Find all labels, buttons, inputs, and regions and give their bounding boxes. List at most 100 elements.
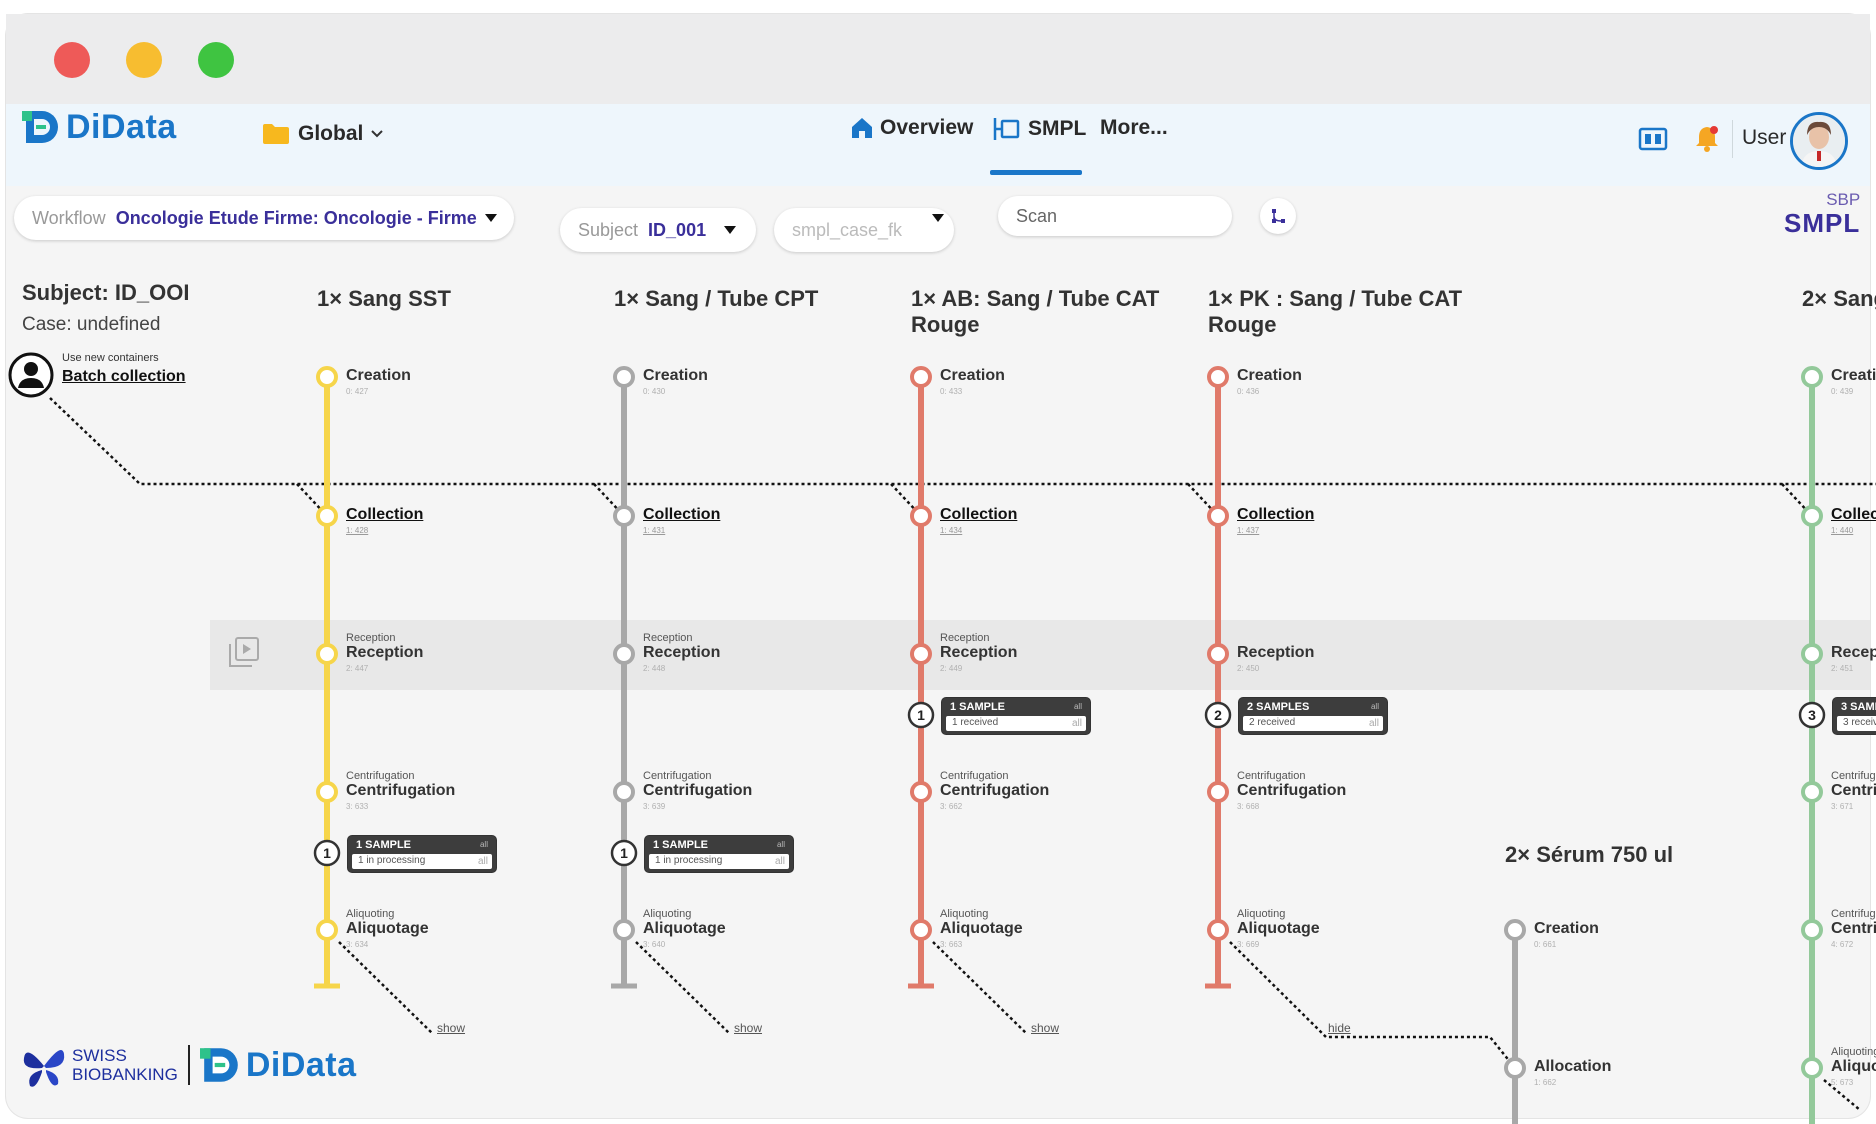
- stage-id: 0: 661: [1534, 940, 1557, 949]
- collection-link[interactable]: Collection: [1831, 506, 1876, 523]
- column-title: 1× PK : Sang / Tube CAT Rouge: [1208, 286, 1463, 337]
- stage-name: Centrifugation: [1831, 920, 1876, 937]
- user-avatar[interactable]: [1790, 112, 1848, 170]
- badge-all-link[interactable]: all: [774, 856, 785, 867]
- stage-name: Creation: [940, 367, 1005, 384]
- batch-hint: Use new containers: [62, 352, 159, 364]
- show-toggle[interactable]: show: [734, 1021, 763, 1035]
- hide-toggle[interactable]: hide: [1328, 1021, 1351, 1035]
- case-selector[interactable]: smpl_case_fk: [774, 208, 954, 252]
- stage-node: [910, 643, 932, 665]
- badge-all-link[interactable]: all: [1073, 702, 1082, 711]
- top-nav-bar: [6, 104, 1870, 186]
- person-icon[interactable]: [8, 352, 54, 398]
- sample-count-node: [313, 839, 341, 867]
- sample-count-node: [1204, 701, 1232, 729]
- footer-didata-label: DiData: [245, 1045, 357, 1084]
- scan-input[interactable]: Scan: [998, 196, 1232, 236]
- column-title: 1× AB: Sang / Tube CAT Rouge: [911, 286, 1160, 337]
- stage-id: 0: 427: [346, 387, 369, 396]
- smpl-icon: [993, 118, 1020, 140]
- stage-node: [1801, 643, 1823, 665]
- collection-link[interactable]: Collection: [940, 506, 1018, 523]
- stage-id: 1: 431: [643, 526, 666, 535]
- stage-id: 0: 430: [643, 387, 666, 396]
- caret-down-icon: [484, 214, 497, 222]
- stage-node: [1207, 643, 1229, 665]
- stage-id: 2: 447: [346, 664, 369, 673]
- stage-node: [1207, 781, 1229, 803]
- stage-node: [1801, 505, 1823, 527]
- workflow-graph-button[interactable]: [1260, 198, 1296, 234]
- badge-all-link[interactable]: all: [1071, 718, 1082, 729]
- stage-category: Centrifugation: [643, 770, 712, 782]
- collection-link[interactable]: Collection: [643, 506, 721, 523]
- nav-smpl[interactable]: SMPL: [992, 116, 1086, 142]
- stage-node: [910, 919, 932, 941]
- subject-selector[interactable]: Subject ID_001: [560, 208, 756, 252]
- nav-divider: [1732, 120, 1733, 158]
- stage-name: Centrifugation: [346, 782, 456, 799]
- sample-status-text: 1 in processing: [358, 855, 426, 866]
- batch-collection-link[interactable]: Batch collection: [62, 368, 186, 385]
- stage-id: 3: 633: [346, 802, 369, 811]
- user-label[interactable]: User: [1742, 126, 1787, 149]
- workflow-selector[interactable]: Workflow Oncologie Etude Firme: Oncologi…: [14, 196, 514, 240]
- collection-link[interactable]: Collection: [1237, 506, 1315, 523]
- badge-all-link[interactable]: all: [479, 840, 488, 849]
- notification-bell-icon[interactable]: [1694, 124, 1720, 152]
- column-title: 1× Sang / Tube CPT: [614, 286, 819, 311]
- footer-logos: SWISS BIOBANKING DiData: [22, 1040, 357, 1090]
- batch-collection-line: [49, 397, 1876, 486]
- show-toggle[interactable]: show: [437, 1021, 466, 1035]
- didata-logo-icon: [22, 111, 58, 143]
- sample-badge[interactable]: 1 SAMPLE all 1 received all: [941, 697, 1091, 735]
- sample-count-node: [907, 701, 935, 729]
- branch-icon: [1272, 209, 1285, 223]
- stage-id: 0: 436: [1237, 387, 1260, 396]
- collection-link[interactable]: Collection: [346, 506, 424, 523]
- stage-name: Centrifugation: [940, 782, 1050, 799]
- stage-name: Centrifugation: [1237, 782, 1347, 799]
- stage-node: [910, 366, 932, 388]
- workspace-selector[interactable]: Global: [262, 122, 384, 146]
- badge-all-link[interactable]: all: [1370, 702, 1379, 711]
- sample-status-text: 1 received: [952, 717, 999, 728]
- nav-overview-label: Overview: [880, 116, 974, 139]
- stage-node: [1801, 366, 1823, 388]
- nav-overview[interactable]: Overview: [850, 116, 973, 140]
- stage-id: 0: 433: [940, 387, 963, 396]
- play-queue-icon[interactable]: [228, 636, 260, 668]
- stage-node: [613, 366, 635, 388]
- sample-count-node: [610, 839, 638, 867]
- panel-layout-icon[interactable]: [1638, 127, 1668, 151]
- stage-category: Centrifugation: [1831, 908, 1876, 920]
- workflow-label: Workflow: [32, 207, 106, 228]
- stage-node: [316, 505, 338, 527]
- stage-node: [1207, 505, 1229, 527]
- subject-title: Subject: ID_OOI: [22, 280, 190, 305]
- badge-all-link[interactable]: all: [477, 856, 488, 867]
- scan-placeholder: Scan: [1016, 205, 1058, 226]
- nav-more[interactable]: More...: [1100, 116, 1168, 140]
- didata-logo[interactable]: DiData: [22, 107, 177, 147]
- sample-badge-title: 1 SAMPLE: [653, 839, 709, 851]
- stage-name: Reception: [1237, 644, 1315, 661]
- minimize-window-button[interactable]: [126, 42, 162, 78]
- badge-all-link[interactable]: all: [1368, 718, 1379, 729]
- sample-badge-title: 2 SAMPLES: [1247, 701, 1310, 713]
- stage-id: 3: 669: [1237, 940, 1260, 949]
- sample-badge[interactable]: 1 SAMPLE all 1 in processing all: [644, 835, 794, 873]
- badge-all-link[interactable]: all: [776, 840, 785, 849]
- stage-id: 1: 662: [1534, 1078, 1557, 1087]
- close-window-button[interactable]: [54, 42, 90, 78]
- stage-node: [316, 781, 338, 803]
- show-toggle[interactable]: show: [1031, 1021, 1060, 1035]
- stage-id: 3: 634: [346, 940, 369, 949]
- maximize-window-button[interactable]: [198, 42, 234, 78]
- sample-badge[interactable]: 1 SAMPLE all 1 in processing all: [347, 835, 497, 873]
- sample-badge[interactable]: 2 SAMPLES all 2 received all: [1238, 697, 1388, 735]
- stage-node: [1504, 919, 1526, 941]
